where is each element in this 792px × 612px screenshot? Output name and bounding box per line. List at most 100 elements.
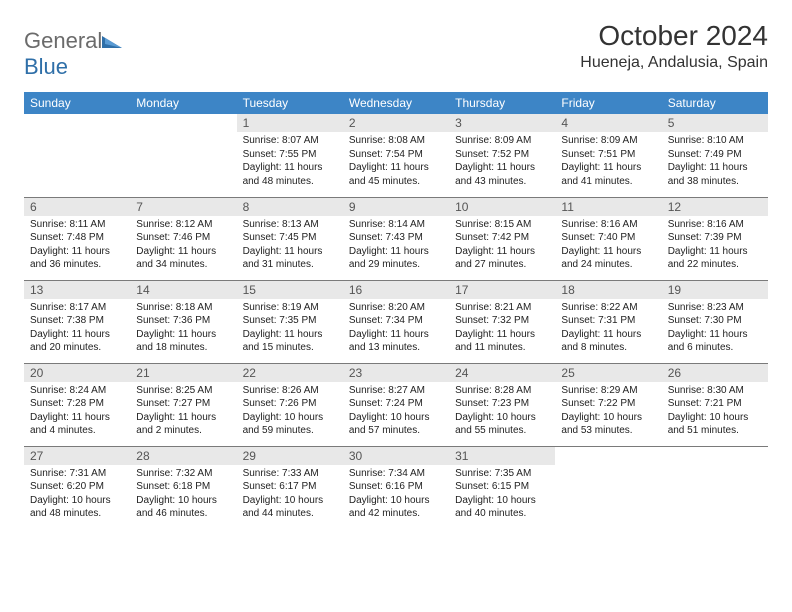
day-cell: 1Sunrise: 8:07 AMSunset: 7:55 PMDaylight…	[237, 114, 343, 197]
sunrise-text: Sunrise: 8:26 AM	[243, 384, 337, 398]
sunrise-text: Sunrise: 8:08 AM	[349, 134, 443, 148]
sunrise-text: Sunrise: 8:10 AM	[668, 134, 762, 148]
day-cell: 14Sunrise: 8:18 AMSunset: 7:36 PMDayligh…	[130, 280, 236, 363]
day-number: 9	[343, 198, 449, 216]
sunrise-text: Sunrise: 8:21 AM	[455, 301, 549, 315]
sunset-text: Sunset: 7:52 PM	[455, 148, 549, 162]
sunrise-text: Sunrise: 7:35 AM	[455, 467, 549, 481]
day-number: 10	[449, 198, 555, 216]
day-number: 25	[555, 364, 661, 382]
day-number: 24	[449, 364, 555, 382]
day-number: 13	[24, 281, 130, 299]
day-content: Sunrise: 8:16 AMSunset: 7:40 PMDaylight:…	[555, 216, 661, 276]
day-number: 22	[237, 364, 343, 382]
day-number: 19	[662, 281, 768, 299]
daylight-text: Daylight: 10 hours and 59 minutes.	[243, 411, 337, 438]
daylight-text: Daylight: 11 hours and 38 minutes.	[668, 161, 762, 188]
sunset-text: Sunset: 7:39 PM	[668, 231, 762, 245]
daylight-text: Daylight: 11 hours and 11 minutes.	[455, 328, 549, 355]
day-cell: 20 Sunrise: 8:24 AMSunset: 7:28 PMDayligh…	[24, 363, 130, 446]
daylight-text: Daylight: 10 hours and 48 minutes.	[30, 494, 124, 521]
sunrise-text: Sunrise: 8:20 AM	[349, 301, 443, 315]
day-number: 11	[555, 198, 661, 216]
day-header-row: Sunday Monday Tuesday Wednesday Thursday…	[24, 92, 768, 114]
day-content: Sunrise: 8:19 AMSunset: 7:35 PMDaylight:…	[237, 299, 343, 359]
day-cell: 17Sunrise: 8:21 AMSunset: 7:32 PMDayligh…	[449, 280, 555, 363]
daylight-text: Daylight: 10 hours and 46 minutes.	[136, 494, 230, 521]
day-cell: 10Sunrise: 8:15 AMSunset: 7:42 PMDayligh…	[449, 197, 555, 280]
sunset-text: Sunset: 7:26 PM	[243, 397, 337, 411]
day-content: Sunrise: 7:32 AMSunset: 6:18 PMDaylight:…	[130, 465, 236, 525]
day-cell: 24Sunrise: 8:28 AMSunset: 7:23 PMDayligh…	[449, 363, 555, 446]
day-cell: 29Sunrise: 7:33 AMSunset: 6:17 PMDayligh…	[237, 446, 343, 529]
month-title: October 2024	[580, 20, 768, 52]
day-cell: 11Sunrise: 8:16 AMSunset: 7:40 PMDayligh…	[555, 197, 661, 280]
day-number: 27	[24, 447, 130, 465]
day-cell: 21Sunrise: 8:25 AMSunset: 7:27 PMDayligh…	[130, 363, 236, 446]
day-cell: 8Sunrise: 8:13 AMSunset: 7:45 PMDaylight…	[237, 197, 343, 280]
day-number: 2	[343, 114, 449, 132]
sunset-text: Sunset: 7:34 PM	[349, 314, 443, 328]
day-cell: 30Sunrise: 7:34 AMSunset: 6:16 PMDayligh…	[343, 446, 449, 529]
sunset-text: Sunset: 7:35 PM	[243, 314, 337, 328]
logo-text-1: General	[24, 28, 102, 53]
day-cell: 13Sunrise: 8:17 AMSunset: 7:38 PMDayligh…	[24, 280, 130, 363]
sunrise-text: Sunrise: 8:27 AM	[349, 384, 443, 398]
sunrise-text: Sunrise: 8:11 AM	[30, 218, 124, 232]
day-cell: 22 Sunrise: 8:26 AMSunset: 7:26 PMDayligh…	[237, 363, 343, 446]
daylight-text: Daylight: 11 hours and 22 minutes.	[668, 245, 762, 272]
sunset-text: Sunset: 6:18 PM	[136, 480, 230, 494]
day-content: Sunrise: 8:23 AMSunset: 7:30 PMDaylight:…	[662, 299, 768, 359]
sunset-text: Sunset: 6:15 PM	[455, 480, 549, 494]
daylight-text: Daylight: 10 hours and 53 minutes.	[561, 411, 655, 438]
sunset-text: Sunset: 7:38 PM	[30, 314, 124, 328]
daylight-text: Daylight: 11 hours and 41 minutes.	[561, 161, 655, 188]
daylight-text: Daylight: 11 hours and 29 minutes.	[349, 245, 443, 272]
day-cell: 19Sunrise: 8:23 AMSunset: 7:30 PMDayligh…	[662, 280, 768, 363]
daylight-text: Daylight: 10 hours and 42 minutes.	[349, 494, 443, 521]
day-content: Sunrise: 8:09 AMSunset: 7:52 PMDaylight:…	[449, 132, 555, 192]
logo-text: GeneralBlue	[24, 28, 122, 80]
daylight-text: Daylight: 11 hours and 34 minutes.	[136, 245, 230, 272]
day-number: 8	[237, 198, 343, 216]
day-number: 20	[24, 364, 130, 382]
sunrise-text: Sunrise: 8:17 AM	[30, 301, 124, 315]
day-cell	[662, 446, 768, 529]
daylight-text: Daylight: 11 hours and 4 minutes.	[30, 411, 124, 438]
daylight-text: Daylight: 11 hours and 48 minutes.	[243, 161, 337, 188]
day-content: Sunrise: 8:14 AMSunset: 7:43 PMDaylight:…	[343, 216, 449, 276]
sunrise-text: Sunrise: 8:14 AM	[349, 218, 443, 232]
day-cell: 16Sunrise: 8:20 AMSunset: 7:34 PMDayligh…	[343, 280, 449, 363]
sunset-text: Sunset: 7:42 PM	[455, 231, 549, 245]
header: GeneralBlue October 2024 Hueneja, Andalu…	[24, 20, 768, 80]
day-number: 4	[555, 114, 661, 132]
day-number: 6	[24, 198, 130, 216]
sunset-text: Sunset: 6:17 PM	[243, 480, 337, 494]
day-content: Sunrise: 8:13 AMSunset: 7:45 PMDaylight:…	[237, 216, 343, 276]
day-cell: 25Sunrise: 8:29 AMSunset: 7:22 PMDayligh…	[555, 363, 661, 446]
daylight-text: Daylight: 11 hours and 27 minutes.	[455, 245, 549, 272]
sunset-text: Sunset: 7:28 PM	[30, 397, 124, 411]
day-number: 28	[130, 447, 236, 465]
sunset-text: Sunset: 7:43 PM	[349, 231, 443, 245]
sunrise-text: Sunrise: 8:19 AM	[243, 301, 337, 315]
day-number: 23	[343, 364, 449, 382]
sunset-text: Sunset: 7:31 PM	[561, 314, 655, 328]
day-cell: 12Sunrise: 8:16 AMSunset: 7:39 PMDayligh…	[662, 197, 768, 280]
sunset-text: Sunset: 7:55 PM	[243, 148, 337, 162]
day-content: Sunrise: 8:08 AMSunset: 7:54 PMDaylight:…	[343, 132, 449, 192]
sunset-text: Sunset: 7:23 PM	[455, 397, 549, 411]
sunset-text: Sunset: 7:27 PM	[136, 397, 230, 411]
sunrise-text: Sunrise: 8:24 AM	[30, 384, 124, 398]
title-block: October 2024 Hueneja, Andalusia, Spain	[580, 20, 768, 72]
daylight-text: Daylight: 11 hours and 43 minutes.	[455, 161, 549, 188]
day-cell: 18Sunrise: 8:22 AMSunset: 7:31 PMDayligh…	[555, 280, 661, 363]
sunrise-text: Sunrise: 8:18 AM	[136, 301, 230, 315]
sunset-text: Sunset: 7:48 PM	[30, 231, 124, 245]
day-number: 26	[662, 364, 768, 382]
day-content: Sunrise: 8:27 AMSunset: 7:24 PMDaylight:…	[343, 382, 449, 442]
daylight-text: Daylight: 10 hours and 40 minutes.	[455, 494, 549, 521]
daylight-text: Daylight: 11 hours and 13 minutes.	[349, 328, 443, 355]
sunset-text: Sunset: 7:30 PM	[668, 314, 762, 328]
sunset-text: Sunset: 7:22 PM	[561, 397, 655, 411]
